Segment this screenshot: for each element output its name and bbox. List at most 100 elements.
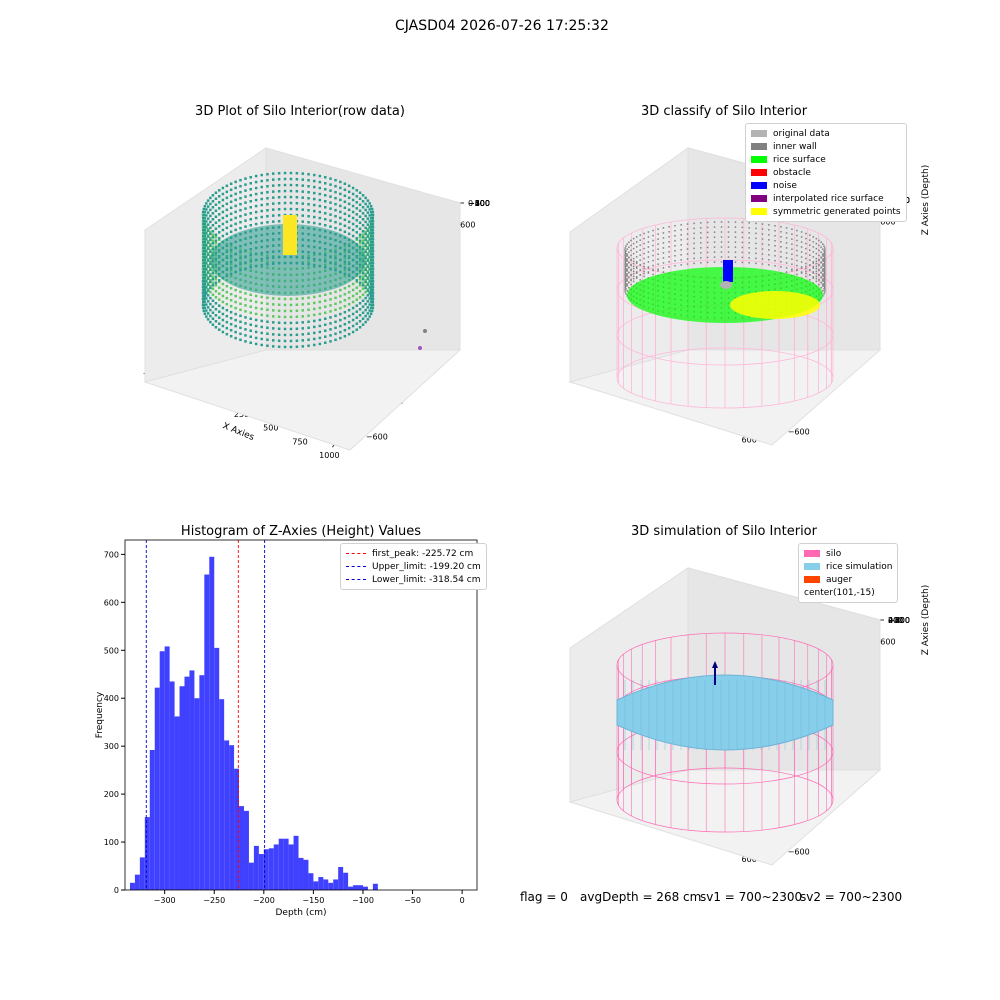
rice-point: [371, 303, 375, 307]
inner-wall-point: [662, 242, 665, 244]
y-tick-label: 400: [104, 694, 119, 703]
legend-entry: rice simulation: [804, 560, 892, 573]
panel1-title: 3D Plot of Silo Interior(row data): [195, 104, 405, 119]
inner-wall-point: [727, 226, 730, 228]
inner-wall-point: [625, 275, 627, 277]
histogram-bar: [298, 857, 304, 890]
rice-point: [260, 221, 263, 225]
inner-wall-point: [785, 262, 788, 264]
back-left-pane: [569, 147, 689, 383]
rice-point: [266, 338, 269, 342]
panel4-title: 3D simulation of Silo Interior: [631, 524, 817, 539]
rice-point: [211, 281, 215, 284]
rice-point: [206, 288, 210, 291]
inner-wall-point: [741, 256, 744, 259]
rice-point: [271, 315, 275, 318]
rice-point: [254, 204, 258, 208]
rice-point: [339, 192, 342, 196]
rice-point: [329, 219, 332, 222]
rice-point: [214, 326, 218, 329]
rice-point: [217, 298, 221, 301]
rice-point: [289, 201, 293, 205]
inner-wall-point: [630, 273, 632, 276]
rice-point: [234, 318, 237, 322]
inner-wall-point: [626, 273, 628, 275]
rice-point: [324, 188, 327, 191]
inner-wall-point: [668, 246, 670, 248]
inner-wall-point: [812, 276, 815, 278]
rice-point: [203, 229, 207, 232]
rice-point: [260, 331, 263, 335]
rice-point: [202, 231, 206, 235]
rice-point: [217, 310, 221, 313]
inner-wall-point: [780, 226, 782, 228]
inner-wall-point: [815, 257, 818, 260]
rice-point: [329, 292, 332, 295]
auger-points: [283, 215, 297, 255]
rice-point: [209, 278, 212, 282]
rice-point: [358, 284, 362, 287]
inner-wall-point: [662, 232, 665, 234]
inner-wall-point: [785, 257, 788, 259]
rice-point: [301, 172, 305, 175]
y-tick-label: 600: [880, 638, 895, 647]
rice-point: [361, 218, 365, 221]
inner-wall-point: [812, 266, 815, 268]
rice-point: [229, 316, 233, 320]
inner-wall-point: [674, 250, 676, 252]
rice-point: [266, 344, 269, 348]
inner-wall-point: [693, 222, 695, 225]
rice-point: [364, 244, 367, 248]
inner-wall-point: [824, 276, 826, 278]
inner-wall-point: [780, 266, 782, 268]
inner-wall-point: [626, 280, 628, 282]
rice-point: [234, 186, 237, 190]
rice-point: [201, 258, 205, 262]
inner-wall-point: [812, 271, 815, 273]
rice-point: [239, 196, 242, 200]
x-tick-label: −100: [352, 896, 374, 905]
rice-point: [361, 224, 365, 227]
rice-point: [307, 314, 310, 318]
inner-wall-point: [727, 251, 730, 253]
rice-point: [234, 288, 237, 292]
inner-wall-point: [812, 251, 815, 253]
rice-point: [244, 195, 247, 198]
rice-point: [217, 207, 221, 210]
inner-wall-point: [796, 268, 798, 271]
rice-point: [370, 225, 374, 229]
inner-wall-point: [820, 286, 822, 289]
inner-wall-point: [632, 272, 635, 275]
rice-point: [364, 232, 367, 236]
rice-point: [201, 276, 205, 280]
rice-point: [209, 262, 212, 266]
inner-wall-point: [796, 273, 798, 276]
rice-point: [221, 306, 225, 310]
rice-point: [366, 306, 370, 309]
rice-point: [202, 255, 206, 259]
rice-point: [249, 317, 252, 320]
rice-point: [260, 215, 263, 219]
rice-point: [369, 205, 373, 208]
inner-wall-point: [805, 272, 807, 275]
histogram-bar: [149, 750, 155, 890]
rice-point: [244, 316, 247, 319]
rice-point: [221, 192, 225, 196]
rice-point: [343, 316, 347, 320]
rice-point: [307, 208, 310, 212]
rice-point: [355, 238, 359, 241]
inner-wall-point: [630, 249, 632, 252]
rice-point: [214, 215, 218, 218]
rice-point: [361, 284, 365, 287]
rice-surface: [210, 224, 366, 296]
rice-point: [289, 333, 293, 337]
inner-wall-point: [818, 249, 820, 252]
rice-point: [368, 256, 371, 259]
rice-point: [351, 306, 355, 310]
rice-point: [318, 312, 322, 316]
inner-wall-point: [820, 281, 822, 284]
inner-wall-point: [674, 240, 676, 242]
rice-point: [254, 180, 258, 184]
rice-point: [329, 310, 332, 313]
rice-point: [371, 234, 375, 238]
